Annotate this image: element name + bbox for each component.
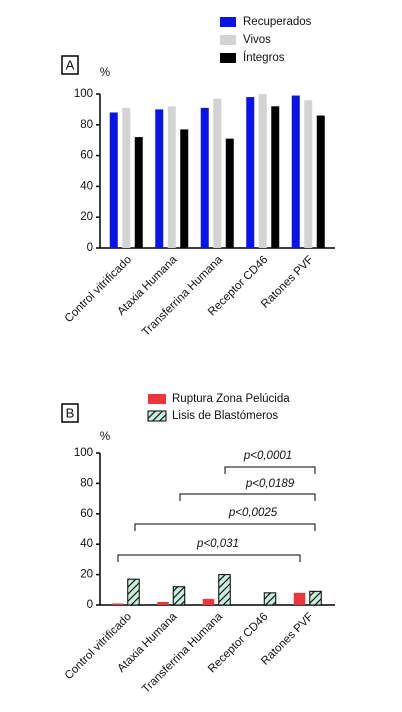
bar: [218, 574, 231, 606]
y-tick-label: 80: [80, 477, 93, 489]
legend-swatch: [220, 35, 236, 45]
legend-swatch: [220, 53, 236, 63]
legend-swatch: [148, 394, 166, 404]
bar: [134, 137, 143, 248]
x-tick-label: Transferrina Humana: [140, 253, 225, 338]
panel-label: A: [66, 57, 75, 72]
bar: [263, 592, 277, 606]
bar: [316, 115, 325, 248]
significance-label: p<0,0025: [228, 507, 278, 519]
bar: [202, 598, 215, 605]
y-axis-label: %: [100, 431, 110, 443]
y-tick-label: 20: [80, 211, 93, 223]
bar: [127, 578, 140, 606]
y-tick-label: 20: [80, 569, 93, 581]
bar: [157, 601, 169, 605]
y-tick-label: 100: [74, 88, 93, 100]
panel-label-box: [61, 55, 79, 75]
significance-bracket: [117, 554, 301, 562]
y-tick-label: 0: [87, 242, 93, 254]
significance-bracket: [179, 493, 316, 501]
significance-bracket: [224, 466, 316, 474]
significance-bracket: [134, 523, 316, 531]
bar: [167, 106, 176, 248]
y-tick-label: 80: [80, 119, 93, 131]
bar: [111, 603, 124, 605]
legend-swatch: [147, 410, 167, 422]
y-tick-label: 0: [87, 599, 93, 611]
y-tick-label: 60: [80, 508, 93, 520]
y-axis-label: %: [100, 67, 110, 79]
significance-label: p<0,0001: [243, 450, 292, 462]
bar: [291, 95, 300, 248]
legend-label: Vivos: [243, 34, 271, 46]
y-tick-label: 40: [80, 180, 93, 192]
y-tick-label: 60: [80, 150, 93, 162]
panel-label: B: [66, 405, 75, 420]
bar: [155, 109, 164, 249]
bar: [225, 138, 234, 248]
legend-label: Ruptura Zona Pelúcida: [172, 393, 290, 405]
bar: [172, 586, 186, 606]
legend-label: Íntegros: [243, 51, 285, 64]
bar: [213, 98, 222, 249]
bar: [246, 97, 255, 248]
legend-label: Lisis de Blastómeros: [172, 410, 278, 422]
legend-swatch: [220, 17, 236, 27]
bar: [271, 106, 280, 248]
bar: [293, 592, 306, 605]
legend-label: Recuperados: [243, 16, 312, 28]
bar: [309, 590, 322, 606]
significance-label: p<0,0189: [245, 478, 295, 490]
y-tick-label: 40: [80, 538, 93, 550]
bar: [122, 107, 131, 248]
significance-label: p<0,031: [196, 538, 239, 550]
bar: [258, 94, 267, 248]
bar: [200, 107, 209, 248]
y-tick-label: 100: [74, 447, 93, 459]
panel-label-box: [61, 403, 79, 423]
bar: [304, 100, 313, 248]
bar: [109, 112, 118, 248]
bar: [180, 129, 189, 248]
x-tick-label: Transferrina Humana: [140, 610, 225, 695]
